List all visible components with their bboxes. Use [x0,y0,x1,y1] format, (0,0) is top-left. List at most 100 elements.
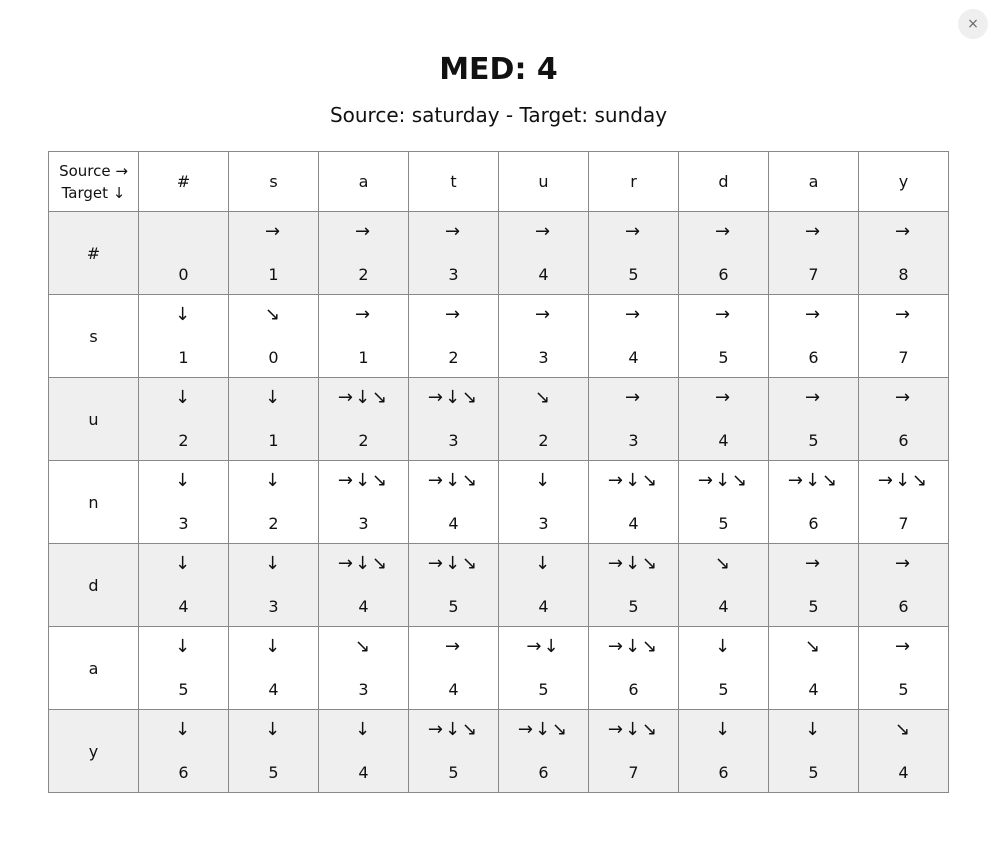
matrix-cell: ↓ 3 [228,543,319,627]
matrix-cell: ↓ 5 [768,709,859,793]
backtrace-arrows: → [804,221,823,242]
matrix-cell: →↓↘ 3 [318,460,409,544]
matrix-cell: →↓↘ 5 [588,543,679,627]
backtrace-arrows: → [894,387,913,408]
backtrace-arrows: ↘ [354,636,373,657]
distance-value: 4 [628,514,639,533]
matrix-cell: → 7 [858,294,949,378]
distance-value: 7 [808,265,819,284]
page-title: MED: 4 [439,52,558,87]
backtrace-arrows: → [624,221,643,242]
backtrace-arrows: ↘ [804,636,823,657]
matrix-cell: → 1 [228,211,319,295]
distance-value: 3 [538,348,549,367]
distance-value: 5 [718,680,729,699]
backtrace-arrows: → [894,221,913,242]
matrix-cell: → 5 [768,377,859,461]
matrix-cell: →↓↘ 7 [858,460,949,544]
distance-value: 4 [448,680,459,699]
distance-value: 5 [628,597,639,616]
distance-value: 5 [178,680,189,699]
distance-value: 6 [898,597,909,616]
backtrace-arrows: ↘ [894,719,913,740]
matrix-cell: ↓ 6 [138,709,229,793]
backtrace-arrows: → [444,636,463,657]
distance-value: 3 [178,514,189,533]
matrix-cell: →↓↘ 6 [768,460,859,544]
distance-value: 2 [358,265,369,284]
backtrace-arrows: ↓ [174,304,193,325]
column-header: r [588,151,679,212]
backtrace-arrows: ↓ [354,719,373,740]
row-header: a [48,626,139,710]
distance-value: 8 [898,265,909,284]
matrix-cell: →↓↘ 6 [588,626,679,710]
distance-value: 3 [358,514,369,533]
edit-distance-table: Source → Target ↓ # s a t u r d a y #0 → 1 → 2 → 3 → 4 → 5… [48,151,949,793]
backtrace-arrows: →↓↘ [427,553,480,574]
matrix-cell: →↓↘ 2 [318,377,409,461]
backtrace-arrows: →↓↘ [427,470,480,491]
backtrace-arrows: ↓ [174,553,193,574]
matrix-cell: → 4 [408,626,499,710]
distance-value: 4 [538,265,549,284]
distance-value: 6 [808,348,819,367]
distance-value: 3 [268,597,279,616]
backtrace-arrows: → [894,304,913,325]
matrix-cell: ↓ 3 [498,460,589,544]
table-row: d ↓ 4 ↓ 3 →↓↘ 4 →↓↘ 5 ↓ 4 →↓↘ 5 ↘ 4 → 5 → 6 [48,543,949,627]
backtrace-arrows: →↓↘ [337,470,390,491]
matrix-cell: → 5 [678,294,769,378]
distance-value: 5 [718,514,729,533]
column-header: a [768,151,859,212]
backtrace-arrows: → [444,304,463,325]
backtrace-arrows: ↓ [174,470,193,491]
distance-value: 2 [538,431,549,450]
distance-value: 0 [268,348,279,367]
distance-value: 4 [358,763,369,782]
backtrace-arrows: → [624,387,643,408]
backtrace-arrows: → [714,387,733,408]
matrix-cell: → 5 [588,211,679,295]
matrix-cell: ↓ 6 [678,709,769,793]
matrix-cell: ↓ 2 [228,460,319,544]
backtrace-arrows: ↓ [264,470,283,491]
backtrace-arrows: → [714,221,733,242]
row-header: u [48,377,139,461]
backtrace-arrows: ↓ [804,719,823,740]
distance-value: 5 [268,763,279,782]
distance-value: 5 [448,597,459,616]
distance-value: 6 [808,514,819,533]
backtrace-arrows: ↓ [264,636,283,657]
backtrace-arrows: ↓ [264,719,283,740]
matrix-cell: → 3 [408,211,499,295]
matrix-cell: ↘ 2 [498,377,589,461]
table-row: y ↓ 6 ↓ 5 ↓ 4 →↓↘ 5 →↓↘ 6 →↓↘ 7 ↓ 6 ↓ 5 ↘ 4 [48,709,949,793]
matrix-cell: →↓↘ 4 [408,460,499,544]
distance-value: 4 [268,680,279,699]
matrix-cell: ↘ 4 [858,709,949,793]
matrix-cell: → 6 [768,294,859,378]
matrix-cell: → 5 [858,626,949,710]
matrix-cell: → 6 [858,377,949,461]
backtrace-arrows: ↓ [534,470,553,491]
column-header: a [318,151,409,212]
column-header: t [408,151,499,212]
backtrace-arrows: ↓ [264,553,283,574]
table-header-row: Source → Target ↓ # s a t u r d a y [48,151,949,212]
matrix-cell: ↓ 4 [228,626,319,710]
matrix-cell: ↘ 0 [228,294,319,378]
matrix-cell: → 2 [318,211,409,295]
backtrace-arrows: →↓↘ [607,470,660,491]
distance-value: 4 [448,514,459,533]
distance-value: 4 [358,597,369,616]
matrix-cell: → 6 [678,211,769,295]
distance-value: 3 [358,680,369,699]
row-header: s [48,294,139,378]
close-button[interactable]: × [958,9,988,39]
column-header: s [228,151,319,212]
matrix-cell: →↓↘ 6 [498,709,589,793]
table-row: u ↓ 2 ↓ 1 →↓↘ 2 →↓↘ 3 ↘ 2 → 3 → 4 → 5 → 6 [48,377,949,461]
distance-value: 6 [538,763,549,782]
distance-value: 0 [178,265,189,284]
